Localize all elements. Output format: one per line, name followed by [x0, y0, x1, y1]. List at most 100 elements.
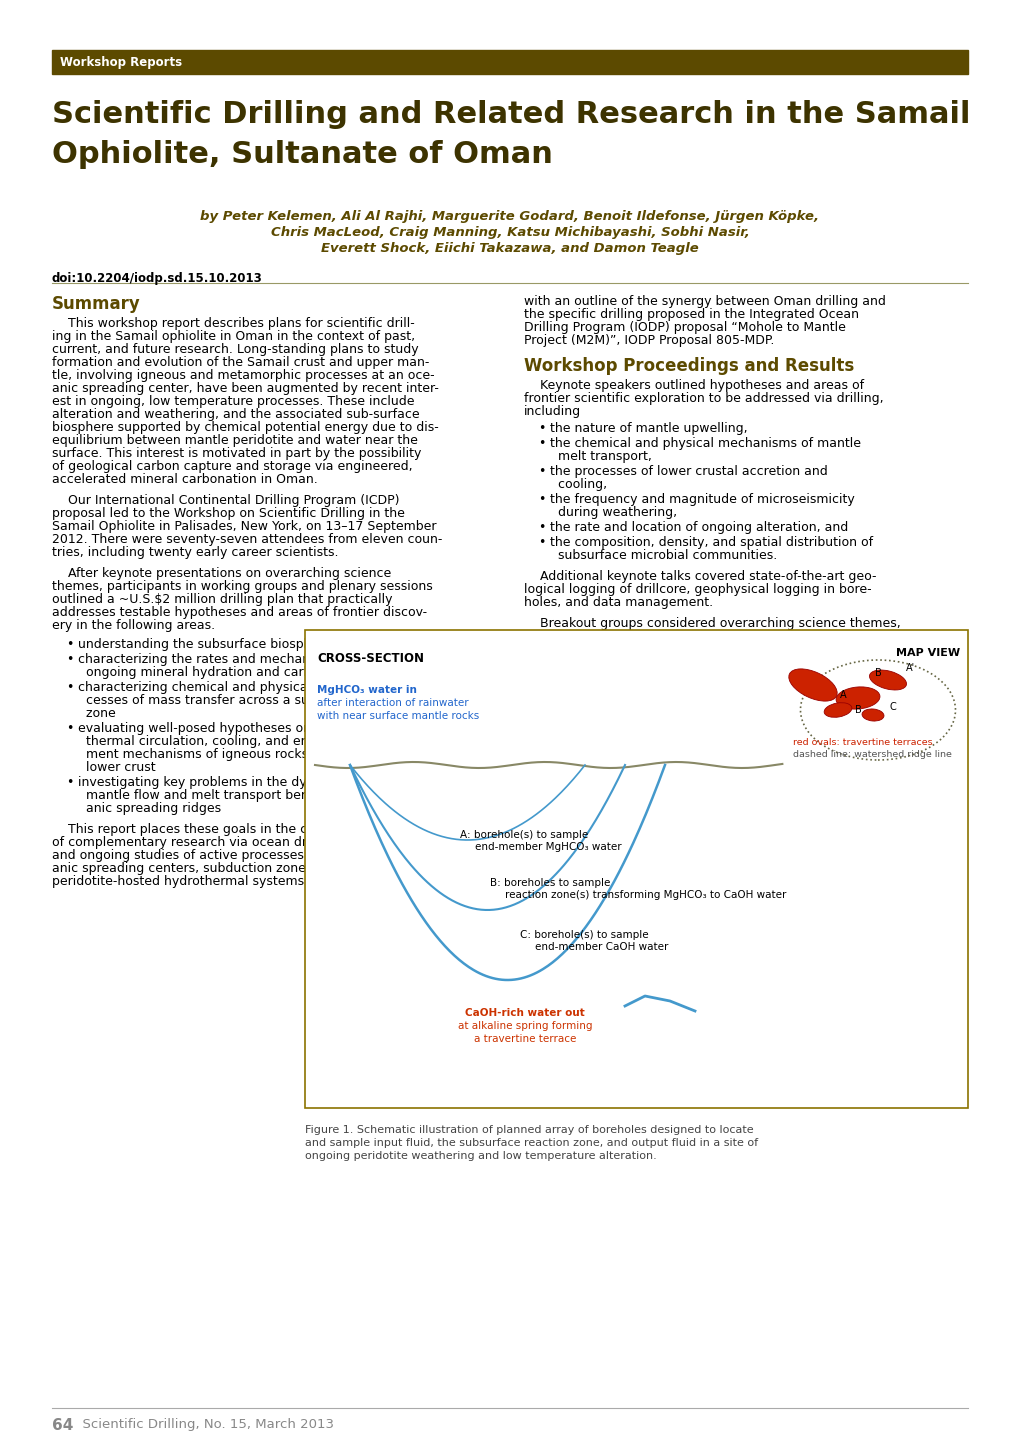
Text: After keynote presentations on overarching science: After keynote presentations on overarchi… [52, 567, 391, 580]
Text: ing in the Samail ophiolite in Oman in the context of past,: ing in the Samail ophiolite in Oman in t… [52, 330, 415, 343]
Text: C: C [889, 702, 896, 712]
Text: alteration and weathering, and the associated sub-surface: alteration and weathering, and the assoc… [52, 408, 419, 421]
Text: •: • [537, 493, 545, 506]
Text: Our International Continental Drilling Program (ICDP): Our International Continental Drilling P… [52, 495, 399, 508]
Text: Additional keynote talks covered state-of-the-art geo-: Additional keynote talks covered state-o… [524, 570, 875, 583]
Text: A: A [839, 691, 846, 699]
Text: dashed line: watershed ridge line: dashed line: watershed ridge line [792, 750, 951, 758]
Text: •: • [66, 637, 73, 650]
Text: B: boreholes to sample: B: boreholes to sample [489, 878, 609, 888]
Text: end-member CaOH water: end-member CaOH water [535, 942, 667, 952]
Text: characterizing the rates and mechanisms of: characterizing the rates and mechanisms … [77, 653, 355, 666]
Text: 2012. There were seventy-seven attendees from eleven coun-: 2012. There were seventy-seven attendees… [52, 534, 442, 547]
Text: •: • [66, 681, 73, 694]
Text: zone: zone [77, 707, 115, 720]
Text: then designed idealized projects to address these themes,: then designed idealized projects to addr… [524, 630, 891, 643]
Text: doi:10.2204/iodp.sd.15.10.2013: doi:10.2204/iodp.sd.15.10.2013 [52, 273, 263, 286]
Text: Summary: Summary [52, 296, 141, 313]
Text: during weathering,: during weathering, [549, 506, 677, 519]
Text: B: B [873, 668, 880, 678]
Text: tries, including twenty early career scientists.: tries, including twenty early career sci… [52, 547, 338, 559]
Text: after interaction of rainwater: after interaction of rainwater [317, 698, 468, 708]
Text: Samail Ophiolite in Palisades, New York, on 13–17 September: Samail Ophiolite in Palisades, New York,… [52, 521, 436, 534]
Text: of complementary research via ocean drilling: of complementary research via ocean dril… [52, 836, 336, 849]
Text: ongoing mineral hydration and carbonation: ongoing mineral hydration and carbonatio… [77, 666, 359, 679]
Text: the specific drilling proposed in the Integrated Ocean: the specific drilling proposed in the In… [524, 309, 858, 322]
Text: •: • [66, 722, 73, 735]
Text: est in ongoing, low temperature processes. These include: est in ongoing, low temperature processe… [52, 395, 414, 408]
Bar [305, 630, 967, 1107]
Text: tle, involving igneous and metamorphic processes at an oce-: tle, involving igneous and metamorphic p… [52, 369, 434, 382]
Ellipse shape [823, 702, 851, 717]
Text: cooling,: cooling, [549, 477, 606, 490]
Text: logical logging of drillcore, geophysical logging in bore-: logical logging of drillcore, geophysica… [524, 583, 871, 596]
Text: melt transport,: melt transport, [549, 450, 651, 463]
Text: the composition, density, and spatial distribution of: the composition, density, and spatial di… [549, 536, 872, 549]
Text: addresses testable hypotheses and areas of frontier discov-: addresses testable hypotheses and areas … [52, 606, 427, 619]
Text: MgHCO₃ water in: MgHCO₃ water in [317, 685, 417, 695]
Text: Scientific Drilling and Related Research in the Samail: Scientific Drilling and Related Research… [52, 99, 969, 128]
Text: Keynote speakers outlined hypotheses and areas of: Keynote speakers outlined hypotheses and… [524, 379, 863, 392]
Text: with near surface mantle rocks: with near surface mantle rocks [317, 711, 479, 721]
Text: and ongoing studies of active processes at oce-: and ongoing studies of active processes … [52, 849, 351, 862]
Text: Figure 1. Schematic illustration of planned array of boreholes designed to locat: Figure 1. Schematic illustration of plan… [305, 1125, 753, 1135]
Text: frontier scientific exploration to be addressed via drilling,: frontier scientific exploration to be ad… [524, 392, 882, 405]
Text: ment mechanisms of igneous rocks in the: ment mechanisms of igneous rocks in the [77, 748, 347, 761]
Bar [52, 50, 967, 74]
Text: mantle flow and melt transport beneath oce-: mantle flow and melt transport beneath o… [77, 789, 368, 802]
Text: ery in the following areas.: ery in the following areas. [52, 619, 215, 632]
Ellipse shape [861, 709, 883, 721]
Text: evaluating well-posed hypotheses on hydro-: evaluating well-posed hypotheses on hydr… [77, 722, 356, 735]
Text: Project (M2M)”, IODP Proposal 805-MDP.: Project (M2M)”, IODP Proposal 805-MDP. [524, 335, 773, 348]
Text: end-member MgHCO₃ water: end-member MgHCO₃ water [475, 842, 621, 852]
Text: Ophiolite, Sultanate of Oman: Ophiolite, Sultanate of Oman [52, 140, 552, 169]
Text: a travertine terrace: a travertine terrace [474, 1034, 576, 1044]
Text: with an outline of the synergy between Oman drilling and: with an outline of the synergy between O… [524, 296, 886, 309]
Text: the frequency and magnitude of microseismicity: the frequency and magnitude of microseis… [549, 493, 854, 506]
Text: •: • [537, 536, 545, 549]
Text: Breakout groups considered overarching science themes,: Breakout groups considered overarching s… [524, 617, 900, 630]
Text: holes, and data management.: holes, and data management. [524, 596, 712, 609]
Ellipse shape [788, 669, 837, 701]
Text: formation and evolution of the Samail crust and upper man-: formation and evolution of the Samail cr… [52, 356, 429, 369]
Ellipse shape [836, 686, 879, 709]
Text: lower crust: lower crust [77, 761, 156, 774]
Text: CROSS-SECTION: CROSS-SECTION [317, 652, 424, 665]
Text: at alkaline spring forming: at alkaline spring forming [458, 1021, 592, 1031]
Text: cesses of mass transfer across a subduction: cesses of mass transfer across a subduct… [77, 694, 363, 707]
Text: equilibrium between mantle peridotite and water near the: equilibrium between mantle peridotite an… [52, 434, 418, 447]
Text: Scientific Drilling, No. 15, March 2013: Scientific Drilling, No. 15, March 2013 [74, 1417, 333, 1430]
Text: proposal led to the Workshop on Scientific Drilling in the: proposal led to the Workshop on Scientif… [52, 508, 405, 521]
Text: current, and future research. Long-standing plans to study: current, and future research. Long-stand… [52, 343, 418, 356]
Text: anic spreading ridges: anic spreading ridges [77, 802, 221, 815]
Text: Workshop Reports: Workshop Reports [60, 56, 182, 69]
Text: Workshop Proceedings and Results: Workshop Proceedings and Results [524, 358, 854, 375]
Text: B: B [854, 705, 860, 715]
Text: •: • [537, 521, 545, 534]
Text: red ovals: travertine terraces: red ovals: travertine terraces [792, 738, 931, 747]
Text: surface. This interest is motivated in part by the possibility: surface. This interest is motivated in p… [52, 447, 421, 460]
Text: themes, participants in working groups and plenary sessions: themes, participants in working groups a… [52, 580, 432, 593]
Text: accelerated mineral carbonation in Oman.: accelerated mineral carbonation in Oman. [52, 473, 318, 486]
Text: biosphere supported by chemical potential energy due to dis-: biosphere supported by chemical potentia… [52, 421, 438, 434]
Text: by Peter Kelemen, Ali Al Rajhi, Marguerite Godard, Benoit Ildefonse, Jürgen Köpk: by Peter Kelemen, Ali Al Rajhi, Margueri… [201, 211, 818, 224]
Text: and sample input fluid, the subsurface reaction zone, and output fluid in a site: and sample input fluid, the subsurface r… [305, 1138, 757, 1148]
Text: understanding the subsurface biosphere: understanding the subsurface biosphere [77, 637, 331, 650]
Text: the nature of mantle upwelling,: the nature of mantle upwelling, [549, 423, 747, 435]
Text: Drilling Program (IODP) proposal “Mohole to Mantle: Drilling Program (IODP) proposal “Mohole… [524, 322, 845, 335]
Text: This report places these goals in the context: This report places these goals in the co… [52, 823, 346, 836]
Text: Everett Shock, Eiichi Takazawa, and Damon Teagle: Everett Shock, Eiichi Takazawa, and Damo… [321, 242, 698, 255]
Text: reaction zone(s) transforming MgHCO₃ to CaOH water: reaction zone(s) transforming MgHCO₃ to … [504, 890, 786, 900]
Text: investigating key problems in the dynamics of: investigating key problems in the dynami… [77, 776, 367, 789]
Text: MAP VIEW: MAP VIEW [895, 647, 959, 658]
Text: •: • [537, 423, 545, 435]
Text: This workshop report describes plans for scientific drill-: This workshop report describes plans for… [52, 317, 415, 330]
Text: thermal circulation, cooling, and emplace-: thermal circulation, cooling, and emplac… [77, 735, 351, 748]
Text: ongoing peridotite weathering and low temperature alteration.: ongoing peridotite weathering and low te… [305, 1151, 656, 1161]
Text: CaOH-rich water out: CaOH-rich water out [465, 1008, 584, 1018]
Ellipse shape [868, 671, 906, 689]
Text: C: borehole(s) to sample: C: borehole(s) to sample [520, 930, 648, 940]
Text: •: • [537, 437, 545, 450]
Text: the chemical and physical mechanisms of mantle: the chemical and physical mechanisms of … [549, 437, 860, 450]
Text: Chris MacLeod, Craig Manning, Katsu Michibayashi, Sobhi Nasir,: Chris MacLeod, Craig Manning, Katsu Mich… [270, 226, 749, 239]
